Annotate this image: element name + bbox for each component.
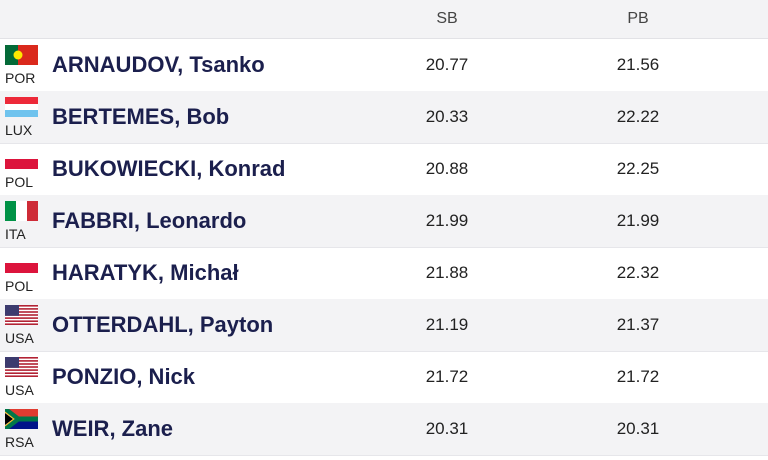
country-code: LUX <box>5 122 33 138</box>
athlete-name: ARNAUDOV, Tsanko <box>52 52 265 77</box>
pb-value: 21.37 <box>616 315 660 334</box>
flag <box>5 357 38 377</box>
flag <box>5 97 38 117</box>
sb-value: 20.88 <box>425 159 469 178</box>
athlete-name: HARATYK, Michał <box>52 260 239 285</box>
athlete-name: FABBRI, Leonardo <box>52 208 247 233</box>
pb-value: 20.31 <box>616 419 660 438</box>
athlete-name: BUKOWIECKI, Konrad <box>52 156 286 181</box>
flag <box>5 305 38 325</box>
sb-value: 20.77 <box>425 55 469 74</box>
country-code: USA <box>5 382 34 398</box>
pb-value: 21.99 <box>616 211 660 230</box>
table-row: LUX BERTEMES, Bob 20.33 22.22 <box>0 91 768 144</box>
sb-value: 20.33 <box>425 107 469 126</box>
table-row: ITA FABBRI, Leonardo 21.99 21.99 <box>0 195 768 248</box>
sb-value: 21.99 <box>425 211 469 230</box>
country-code: POR <box>5 70 36 86</box>
table-row: USA OTTERDAHL, Payton 21.19 21.37 <box>0 299 768 352</box>
table-row: POR ARNAUDOV, Tsanko 20.77 21.56 <box>0 39 768 92</box>
country-code: POL <box>5 174 34 190</box>
country-code: POL <box>5 278 34 294</box>
column-header: PB <box>627 10 649 27</box>
flag <box>5 45 38 65</box>
athlete-name: PONZIO, Nick <box>52 364 196 389</box>
athlete-name: WEIR, Zane <box>52 416 174 441</box>
table-row: RSA WEIR, Zane 20.31 20.31 <box>0 403 768 456</box>
table-row: POL BUKOWIECKI, Konrad 20.88 22.25 <box>0 143 768 196</box>
flag <box>5 409 38 429</box>
table-row: USA PONZIO, Nick 21.72 21.72 <box>0 351 768 404</box>
country-code: RSA <box>5 434 34 450</box>
pb-value: 21.72 <box>616 367 660 386</box>
pb-value: 22.22 <box>616 107 660 126</box>
flag <box>5 201 38 221</box>
sb-value: 21.19 <box>425 315 469 334</box>
flag <box>5 149 38 169</box>
country-code: USA <box>5 330 34 346</box>
pb-value: 21.56 <box>616 55 660 74</box>
sb-value: 21.88 <box>425 263 469 282</box>
table-row: POL HARATYK, Michał 21.88 22.32 <box>0 247 768 300</box>
column-header: SB <box>436 10 458 27</box>
sb-value: 20.31 <box>425 419 469 438</box>
table-header: SB PB <box>0 0 768 39</box>
pb-value: 22.32 <box>616 263 660 282</box>
athlete-name: BERTEMES, Bob <box>52 104 230 129</box>
country-code: ITA <box>5 226 26 242</box>
sb-value: 21.72 <box>425 367 469 386</box>
athlete-name: OTTERDAHL, Payton <box>52 312 274 337</box>
pb-value: 22.25 <box>616 159 660 178</box>
flag <box>5 253 38 273</box>
